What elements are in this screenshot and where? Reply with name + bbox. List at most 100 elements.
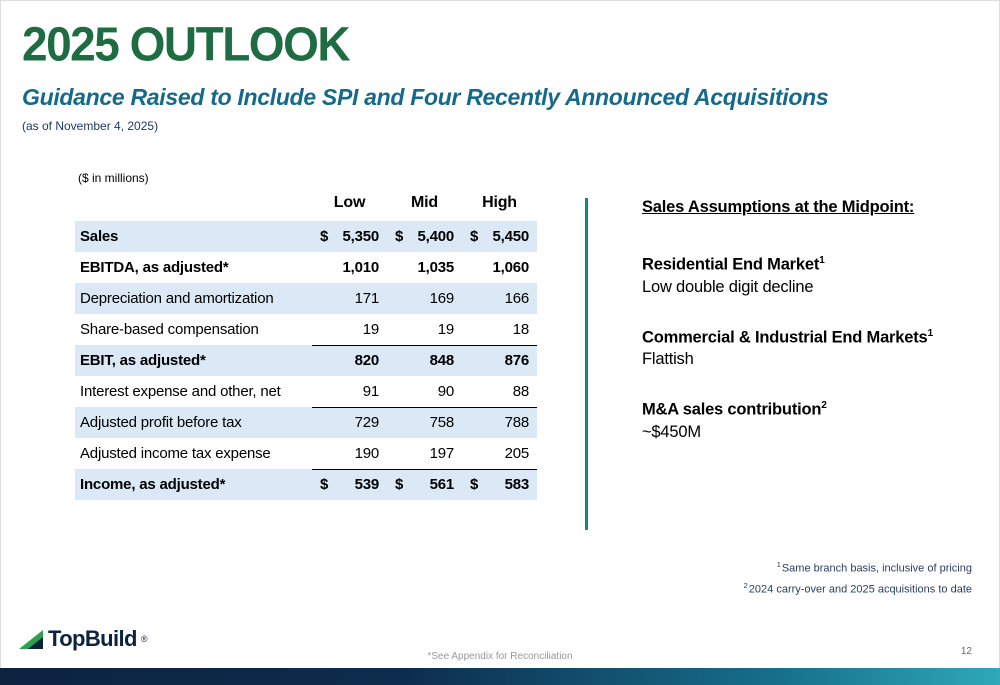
footnote-sup: 1 — [776, 560, 781, 569]
cell-value: 758 — [429, 414, 455, 432]
footnote-text: Same branch basis, inclusive of pricing — [781, 562, 972, 575]
row-label: Interest expense and other, net — [80, 383, 281, 400]
table-cell: 1,035 — [387, 252, 462, 283]
assumption-item-heading: Residential End Market1 — [642, 255, 987, 275]
cell-value: 19 — [437, 320, 455, 338]
assumption-item-heading: Commercial & Industrial End Markets1 — [642, 328, 987, 348]
cell-value: 848 — [429, 352, 455, 370]
row-label: Adjusted profit before tax — [75, 407, 312, 438]
assumption-item-body: Low double digit decline — [642, 277, 814, 296]
footnote-1: 1Same branch basis, inclusive of pricing — [744, 558, 972, 579]
assumptions-heading: Sales Assumptions at the Midpoint: — [642, 198, 915, 216]
topbuild-logo-icon — [19, 630, 43, 649]
table-row-depreciation: Depreciation and amortization 171 169 16… — [75, 283, 537, 314]
table-cell: 788 — [462, 406, 537, 438]
table-cell: $5,450 — [462, 221, 537, 252]
assumption-item-residential: Residential End Market1 Low double digit… — [642, 255, 987, 297]
table-cell: 91 — [312, 376, 387, 407]
cell-value: 876 — [504, 352, 530, 370]
table-row-ebitda: EBITDA, as adjusted* 1,010 1,035 1,060 — [75, 252, 537, 283]
table-row-ebit: EBIT, as adjusted* 820 848 876 — [75, 344, 537, 376]
cell-value: 88 — [512, 382, 530, 400]
table-row-interest: Interest expense and other, net 91 90 88 — [75, 376, 537, 407]
table-row-income-tax: Adjusted income tax expense 190 197 205 — [75, 438, 537, 469]
superscript: 1 — [927, 327, 934, 339]
table-row-share-based: Share-based compensation 19 19 18 — [75, 314, 537, 345]
table-cell: 1,060 — [462, 252, 537, 283]
footnote-text: 2024 carry-over and 2025 acquisitions to… — [748, 583, 972, 596]
cell-value: 788 — [504, 414, 530, 432]
row-label: EBIT, as adjusted* — [75, 345, 312, 376]
table-cell: 758 — [387, 406, 462, 438]
bottom-gradient-bar — [0, 668, 1000, 685]
sales-assumptions-panel: Sales Assumptions at the Midpoint: Resid… — [642, 198, 987, 473]
table-cell: 820 — [312, 344, 387, 376]
table-cell: 90 — [387, 376, 462, 407]
cell-value: 820 — [354, 352, 380, 370]
registered-mark: ® — [140, 634, 148, 644]
row-label: Income, as adjusted* — [75, 469, 312, 500]
superscript: 1 — [819, 255, 825, 266]
row-label: Adjusted income tax expense — [80, 445, 271, 462]
cell-value: 729 — [354, 414, 380, 432]
cell-value: 539 — [354, 476, 380, 494]
vertical-divider — [585, 198, 588, 530]
cell-value: 190 — [354, 444, 380, 462]
table-cell: 88 — [462, 376, 537, 407]
cell-value: 197 — [429, 444, 455, 462]
table-cell: 1,010 — [312, 252, 387, 283]
currency-sign: $ — [470, 476, 479, 494]
date-note: (as of November 4, 2025) — [22, 119, 159, 133]
table-cell: 848 — [387, 344, 462, 376]
cell-value: 90 — [437, 382, 455, 400]
column-header-high: High — [482, 194, 517, 211]
currency-sign: $ — [470, 228, 479, 245]
cell-value: 18 — [512, 320, 530, 338]
assumption-item-body: Flattish — [642, 350, 694, 368]
footnote-sup: 2 — [743, 580, 748, 590]
cell-value: 205 — [504, 444, 530, 462]
cell-value: 5,450 — [492, 228, 529, 245]
table-cell: 166 — [462, 283, 537, 314]
cell-value: 91 — [362, 382, 380, 400]
currency-sign: $ — [395, 476, 404, 494]
table-cell: 169 — [387, 283, 462, 314]
cell-value: 561 — [429, 476, 455, 494]
cell-value: 5,400 — [417, 228, 454, 245]
table-cell: 190 — [312, 438, 387, 469]
table-cell: $5,400 — [387, 221, 462, 252]
table-cell: $583 — [462, 468, 537, 500]
table-cell: 729 — [312, 406, 387, 438]
cell-value: 583 — [504, 476, 530, 494]
table-cell: $539 — [312, 468, 387, 500]
outlook-table: Low Mid High Sales $5,350 $5,400 $5,450 … — [75, 190, 537, 500]
footnotes: 1Same branch basis, inclusive of pricing… — [744, 558, 972, 600]
currency-sign: $ — [320, 476, 329, 494]
topbuild-logo: TopBuild ® — [18, 626, 148, 652]
cell-value: 1,060 — [492, 259, 529, 276]
assumption-heading-text: M&A sales contribution — [642, 400, 822, 419]
table-cell: $5,350 — [312, 221, 387, 252]
assumption-heading-text: Commercial & Industrial End Markets — [642, 328, 928, 346]
footnote-2: 22024 carry-over and 2025 acquisitions t… — [744, 579, 972, 600]
table-row-income: Income, as adjusted* $539 $561 $583 — [75, 468, 537, 500]
assumption-item-body: ~$450M — [642, 422, 701, 441]
assumption-item-commercial: Commercial & Industrial End Markets1 Fla… — [642, 328, 987, 370]
units-note: ($ in millions) — [78, 171, 149, 185]
table-cell: 18 — [462, 314, 537, 345]
row-label: Sales — [75, 221, 312, 252]
slide-subtitle: Guidance Raised to Include SPI and Four … — [22, 84, 829, 110]
row-label: Depreciation and amortization — [75, 283, 312, 314]
cell-value: 171 — [354, 290, 380, 307]
superscript: 2 — [821, 400, 827, 411]
cell-value: 169 — [429, 290, 455, 307]
currency-sign: $ — [395, 228, 404, 245]
appendix-note: *See Appendix for Reconciliation — [427, 651, 573, 662]
column-header-low: Low — [333, 194, 366, 211]
logo-wordmark: TopBuild — [48, 626, 137, 651]
table-cell: $561 — [387, 468, 462, 500]
table-cell: 205 — [462, 438, 537, 469]
slide-title: 2025 OUTLOOK — [22, 17, 351, 72]
cell-value: 5,350 — [342, 228, 379, 245]
